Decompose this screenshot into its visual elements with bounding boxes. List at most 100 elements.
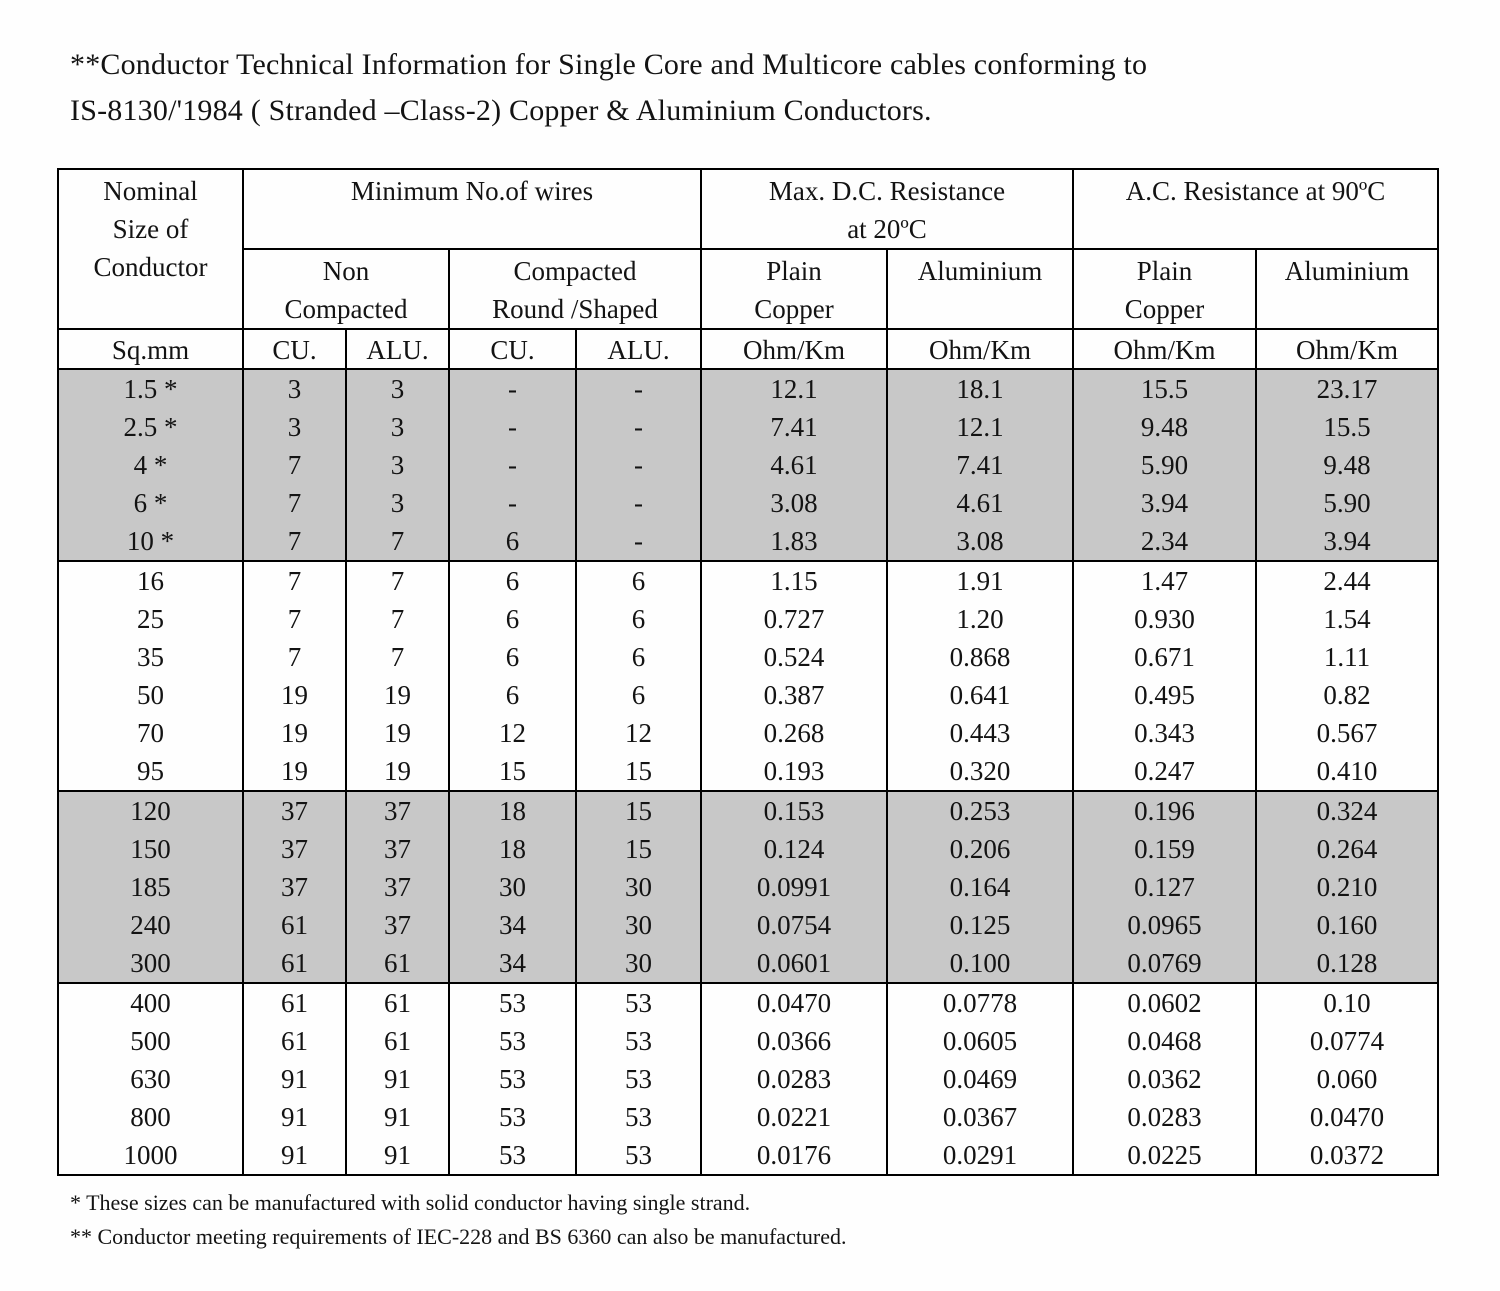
cell-value: 19: [345, 676, 450, 714]
cell-value: 0.128: [1255, 944, 1439, 984]
cell-value: -: [448, 369, 577, 408]
cell-value: 0.0774: [1255, 1022, 1439, 1060]
header-aluminium-ac: Aluminium: [1255, 248, 1439, 330]
cell-value: 0.0291: [886, 1136, 1074, 1175]
table-row: 800 91 91 53 53 0.0221 0.0367 0.0283 0.0470: [57, 1098, 1439, 1136]
cell-value: 0.0470: [1255, 1098, 1439, 1136]
cell-value: 0.0362: [1072, 1060, 1257, 1098]
cell-value: 18.1: [886, 369, 1074, 408]
page-title: **Conductor Technical Information for Si…: [70, 48, 1148, 127]
table-row: 300 61 61 34 30 0.0601 0.100 0.0769 0.128: [57, 944, 1439, 984]
cell-value: 0.320: [886, 752, 1074, 792]
cell-nominal-size: 185: [57, 868, 244, 906]
cell-value: 7.41: [886, 446, 1074, 484]
cell-value: 91: [345, 1136, 450, 1175]
cell-value: 61: [242, 1022, 347, 1060]
cell-value: 7: [242, 484, 347, 522]
cell-value: 5.90: [1072, 446, 1257, 484]
cell-value: 1.91: [886, 561, 1074, 600]
cell-value: 7: [242, 600, 347, 638]
table-row: 16 7 7 6 6 1.15 1.91 1.47 2.44: [57, 561, 1439, 600]
table-row: 185 37 37 30 30 0.0991 0.164 0.127 0.210: [57, 868, 1439, 906]
cell-value: 61: [345, 1022, 450, 1060]
cell-value: 0.0372: [1255, 1136, 1439, 1175]
cell-value: -: [575, 369, 702, 408]
cell-value: 9.48: [1072, 408, 1257, 446]
cell-value: 91: [242, 1136, 347, 1175]
cell-value: 30: [575, 868, 702, 906]
cell-value: 37: [242, 791, 347, 830]
cell-value: 0.410: [1255, 752, 1439, 792]
table-row: 35 7 7 6 6 0.524 0.868 0.671 1.11: [57, 638, 1439, 676]
cell-nominal-size: 630: [57, 1060, 244, 1098]
cell-value: 12: [448, 714, 577, 752]
cell-value: 7: [345, 600, 450, 638]
cell-nominal-size: 1.5 *: [57, 369, 244, 408]
footnotes: * These sizes can be manufactured with s…: [70, 1186, 847, 1254]
cell-value: 12.1: [886, 408, 1074, 446]
cell-value: 6: [575, 676, 702, 714]
cell-value: -: [575, 446, 702, 484]
table-row: 120 37 37 18 15 0.153 0.253 0.196 0.324: [57, 791, 1439, 830]
cell-value: 0.10: [1255, 983, 1439, 1022]
cell-nominal-size: 800: [57, 1098, 244, 1136]
cell-value: 19: [345, 752, 450, 792]
cell-value: 0.443: [886, 714, 1074, 752]
table-row: 50 19 19 6 6 0.387 0.641 0.495 0.82: [57, 676, 1439, 714]
cell-value: 0.253: [886, 791, 1074, 830]
cell-value: 6: [448, 522, 577, 562]
cell-value: 0.0965: [1072, 906, 1257, 944]
table-header: Nominal Size of Conductor Minimum No.of …: [57, 168, 1439, 370]
cell-nominal-size: 95: [57, 752, 244, 792]
cell-nominal-size: 25: [57, 600, 244, 638]
cell-value: 0.0468: [1072, 1022, 1257, 1060]
cell-value: 0.247: [1072, 752, 1257, 792]
header-plain-copper-dc: Plain Copper: [700, 248, 888, 330]
cell-value: -: [575, 408, 702, 446]
cell-value: 91: [242, 1098, 347, 1136]
cell-value: 91: [345, 1098, 450, 1136]
cell-value: 0.567: [1255, 714, 1439, 752]
cell-value: -: [448, 484, 577, 522]
cell-nominal-size: 500: [57, 1022, 244, 1060]
cell-value: 2.34: [1072, 522, 1257, 562]
cell-value: 0.727: [700, 600, 888, 638]
cell-value: 0.210: [1255, 868, 1439, 906]
cell-value: 30: [575, 944, 702, 984]
cell-value: 61: [345, 983, 450, 1022]
cell-nominal-size: 35: [57, 638, 244, 676]
cell-value: 91: [242, 1060, 347, 1098]
table-row: 630 91 91 53 53 0.0283 0.0469 0.0362 0.060: [57, 1060, 1439, 1098]
cell-value: 0.387: [700, 676, 888, 714]
cell-value: 15.5: [1255, 408, 1439, 446]
cell-value: 0.0602: [1072, 983, 1257, 1022]
cell-value: 1.11: [1255, 638, 1439, 676]
cell-value: 0.206: [886, 830, 1074, 868]
table-row: 6 * 7 3- -3.08 4.61 3.94 5.90: [57, 484, 1439, 522]
cell-nominal-size: 2.5 *: [57, 408, 244, 446]
table-row: 10 * 7 7 6-1.83 3.08 2.34 3.94: [57, 522, 1439, 562]
header-row-subgroups: Non Compacted Compacted Round /Shaped Pl…: [58, 248, 1439, 330]
cell-value: 6: [448, 600, 577, 638]
cell-value: 37: [345, 868, 450, 906]
cell-value: 0.0605: [886, 1022, 1074, 1060]
cell-nominal-size: 300: [57, 944, 244, 984]
cell-value: 53: [575, 983, 702, 1022]
cell-value: 53: [448, 1022, 577, 1060]
cell-value: 53: [575, 1022, 702, 1060]
cell-value: 6: [448, 676, 577, 714]
cell-value: 3.94: [1255, 522, 1439, 562]
cell-value: 0.0176: [700, 1136, 888, 1175]
cell-value: 0.0283: [700, 1060, 888, 1098]
cell-value: 0.324: [1255, 791, 1439, 830]
cell-value: 0.82: [1255, 676, 1439, 714]
unit-ohm-km-ac-copper: Ohm/Km: [1072, 328, 1257, 370]
cell-value: 7: [242, 638, 347, 676]
cell-value: 6: [575, 638, 702, 676]
cell-value: 0.268: [700, 714, 888, 752]
cell-value: 15: [575, 830, 702, 868]
cell-nominal-size: 400: [57, 983, 244, 1022]
cell-value: 7: [345, 638, 450, 676]
cell-value: 0.868: [886, 638, 1074, 676]
table-row: 150 37 37 18 15 0.124 0.206 0.159 0.264: [57, 830, 1439, 868]
